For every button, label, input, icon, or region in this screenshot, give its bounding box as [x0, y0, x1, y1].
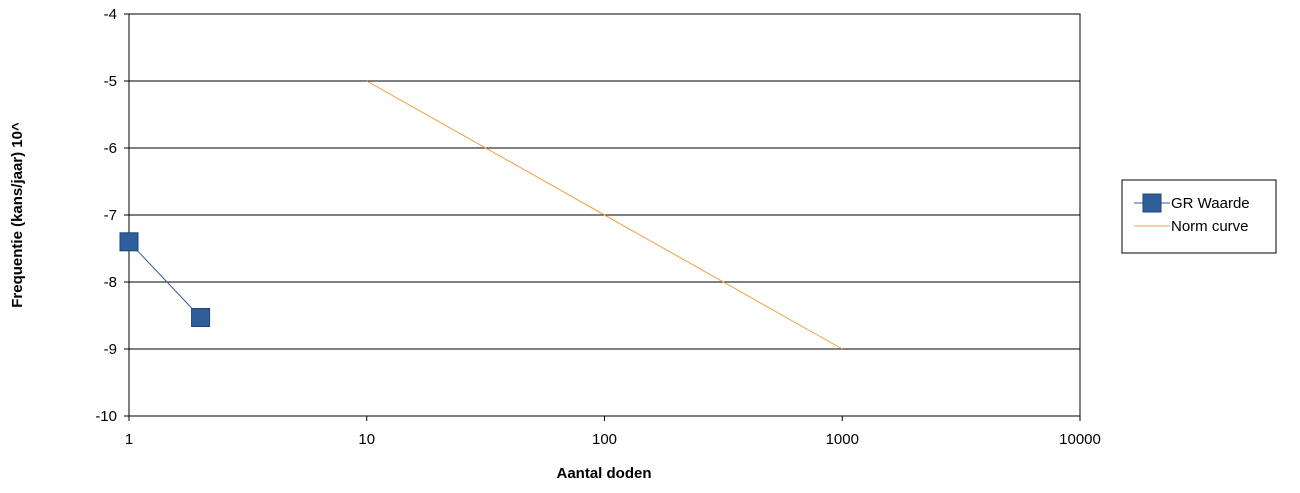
data-point	[191, 308, 211, 328]
y-tick-label: -7	[104, 207, 117, 224]
legend-box	[1121, 179, 1277, 254]
legend-entry: Norm curve	[1134, 218, 1249, 235]
series-line	[128, 241, 201, 318]
x-axis-title: Aantal doden	[556, 465, 651, 482]
x-tick-label: 10000	[1059, 431, 1101, 448]
legend: GR Waarde Norm curve	[1121, 179, 1277, 254]
y-axis-title: Frequentie (kans/jaar) 10^	[9, 122, 26, 308]
x-tick-label: 10	[358, 431, 375, 448]
series-line	[366, 80, 843, 350]
y-tick-label: -5	[104, 73, 117, 90]
legend-label: GR Waarde	[1171, 195, 1250, 212]
x-tick-label: 100	[592, 431, 617, 448]
data-point	[119, 232, 139, 252]
series-gr-waarde	[119, 232, 211, 328]
series-layer	[119, 80, 843, 350]
y-tick-label: -8	[104, 274, 117, 291]
series-norm-curve	[366, 80, 843, 350]
y-tick-label: -4	[104, 6, 117, 23]
legend-label: Norm curve	[1171, 218, 1249, 235]
x-tick-label: 1000	[826, 431, 859, 448]
y-tick-label: -6	[104, 140, 117, 157]
x-tick-label: 1	[125, 431, 133, 448]
y-tick-label: -9	[104, 341, 117, 358]
x-axis-ticks: 1 10 100 1000 10000	[125, 416, 1101, 448]
legend-entry: GR Waarde	[1134, 193, 1250, 213]
y-tick-label: -10	[95, 408, 117, 425]
y-axis-ticks: -4 -5 -6 -7 -8 -9 -10	[95, 6, 129, 425]
legend-swatch-marker	[1142, 193, 1162, 213]
